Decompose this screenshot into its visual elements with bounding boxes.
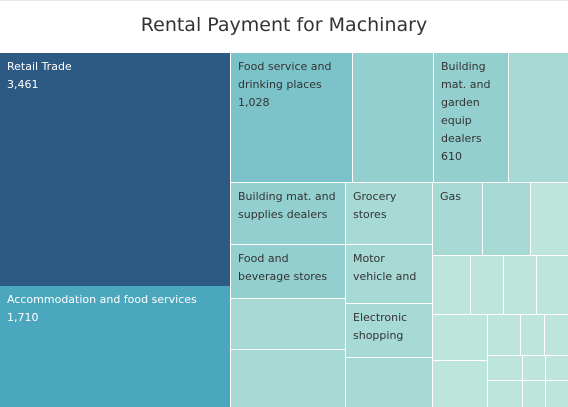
treemap-tile[interactable]: [231, 299, 345, 349]
treemap-tile[interactable]: [523, 381, 545, 407]
treemap-tile[interactable]: [433, 361, 487, 407]
treemap-tile[interactable]: [523, 356, 545, 380]
treemap-tile-food-service-and-drinking-places-label: drinking places: [238, 78, 322, 91]
treemap-tile-food-service-and-drinking-places-label: 1,028: [238, 96, 270, 109]
treemap-tile-building-mat-and-garden-equip-dealers-label: mat. and: [441, 78, 490, 91]
treemap-tile[interactable]: [546, 356, 568, 380]
treemap-tile-food-service-and-drinking-places-label: Food service and: [238, 60, 331, 73]
treemap-tile[interactable]: [353, 53, 433, 182]
treemap-tile-motor-vehicle-and-label: Motor: [353, 252, 385, 265]
treemap-tile[interactable]: [483, 183, 530, 255]
treemap-tile-grocery-stores[interactable]: [346, 183, 432, 244]
treemap-tile-building-mat-and-garden-equip-dealers-label: 610: [441, 150, 462, 163]
treemap-tile[interactable]: [504, 256, 536, 314]
chart-title: Rental Payment for Machinary: [140, 14, 428, 36]
treemap-tile-building-mat-and-supplies-dealers-label: Building mat. and: [238, 190, 336, 203]
treemap-tile[interactable]: [545, 315, 568, 355]
treemap-tile-accommodation-and-food-services-label: Accommodation and food services: [7, 293, 197, 306]
treemap-tile-food-and-beverage-stores[interactable]: [231, 245, 345, 298]
treemap-tile[interactable]: [488, 381, 522, 407]
treemap-tile-motor-vehicle-and[interactable]: [346, 245, 432, 303]
treemap-tile-building-mat-and-garden-equip-dealers-label: equip: [441, 114, 472, 127]
treemap-tile-gas-label: Gas: [440, 190, 461, 203]
treemap-tile-food-and-beverage-stores-label: Food and: [238, 252, 289, 265]
treemap-tile-building-mat-and-garden-equip-dealers-label: dealers: [441, 132, 482, 145]
treemap-tile-grocery-stores-label: stores: [353, 208, 387, 221]
treemap-tile[interactable]: [531, 183, 568, 255]
treemap-tile-gas[interactable]: [433, 183, 482, 255]
treemap-tile[interactable]: [546, 381, 568, 407]
treemap-tile[interactable]: [509, 53, 568, 182]
treemap-tile-grocery-stores-label: Grocery: [353, 190, 397, 203]
treemap-tile-accommodation-and-food-services[interactable]: [0, 286, 230, 407]
treemap-tile[interactable]: [346, 358, 432, 407]
treemap-tile-building-mat-and-garden-equip-dealers[interactable]: [434, 53, 508, 182]
treemap-tile-retail-trade-label: 3,461: [7, 78, 39, 91]
treemap-tile-retail-trade-label: Retail Trade: [7, 60, 72, 73]
treemap-tile-accommodation-and-food-services-label: 1,710: [7, 311, 39, 324]
chart-header: Rental Payment for Machinary: [0, 0, 568, 52]
treemap-tile-retail-trade[interactable]: [0, 53, 230, 286]
treemap-tile[interactable]: [231, 350, 345, 407]
treemap-tile-electronic-shopping-label: Electronic: [353, 311, 407, 324]
treemap-tile[interactable]: [537, 256, 568, 314]
treemap-tile[interactable]: [433, 256, 470, 314]
treemap-tile-motor-vehicle-and-label: vehicle and: [353, 270, 416, 283]
treemap-tile[interactable]: [488, 356, 522, 380]
treemap-tile-electronic-shopping[interactable]: [346, 304, 432, 357]
treemap-tile-building-mat-and-garden-equip-dealers-label: Building: [441, 60, 486, 73]
treemap-tile-building-mat-and-garden-equip-dealers-label: garden: [441, 96, 480, 109]
treemap-tile-food-service-and-drinking-places[interactable]: [231, 53, 352, 182]
treemap-tile-building-mat-and-supplies-dealers-label: supplies dealers: [238, 208, 328, 221]
treemap-tile[interactable]: [471, 256, 503, 314]
treemap-tile-electronic-shopping-label: shopping: [353, 329, 403, 342]
treemap-tile-building-mat-and-supplies-dealers[interactable]: [231, 183, 345, 244]
treemap-tile-food-and-beverage-stores-label: beverage stores: [238, 270, 327, 283]
treemap-tile[interactable]: [521, 315, 544, 355]
treemap-tile[interactable]: [433, 315, 487, 360]
treemap-tile[interactable]: [488, 315, 520, 355]
